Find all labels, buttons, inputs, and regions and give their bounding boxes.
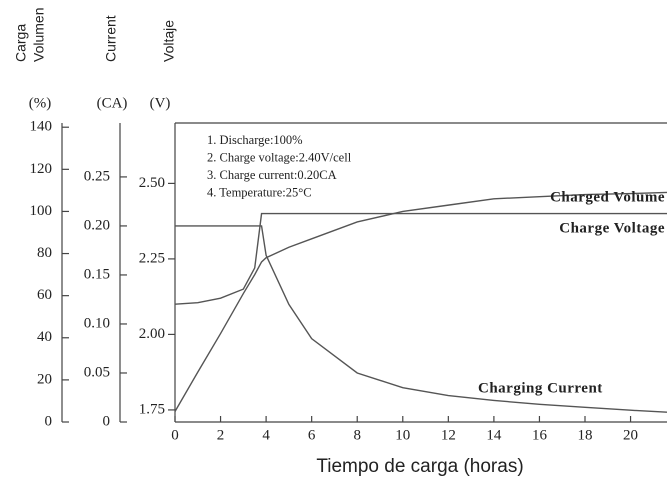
x-tick-label: 6: [308, 427, 316, 443]
y-tick-label: 0: [103, 413, 111, 429]
series-line: [174, 212, 667, 305]
x-tick-label: 18: [578, 427, 593, 443]
x-tick-label: 10: [395, 427, 410, 443]
x-tick-label: 12: [441, 427, 456, 443]
y-tick-label: 140: [30, 119, 53, 135]
y-tick-label: 80: [37, 245, 52, 261]
y2-unit: (CA): [97, 95, 128, 111]
y-tick-label: 0.10: [84, 315, 110, 331]
y-tick-label: 0.15: [84, 266, 110, 282]
x-tick-label: 2: [217, 427, 225, 443]
y-unit: (%): [29, 95, 52, 111]
y-tick-label: 1.75: [139, 401, 165, 417]
y-tick-label: 100: [30, 203, 53, 219]
y-tick-label: 0.20: [84, 217, 110, 233]
series-label: Charging Current: [478, 380, 603, 396]
x-tick-label: 20: [623, 427, 638, 443]
y3-unit: (V): [150, 95, 171, 111]
x-tick-label: 14: [486, 427, 502, 443]
y-tick-label: 60: [37, 287, 52, 303]
series-label: Charged Volume: [550, 189, 665, 205]
series-label: Charge Voltage: [559, 220, 665, 236]
y-tick-label: 0.25: [84, 168, 110, 184]
y-tick-label: 0: [45, 413, 53, 429]
y-tick-label: 0.05: [84, 364, 110, 380]
annotation: 1. Discharge:100%: [207, 133, 303, 147]
y-tick-label: 120: [30, 161, 53, 177]
x-tick-label: 0: [171, 427, 179, 443]
y-title: Carga: [13, 24, 29, 62]
y3-title: Voltaje: [161, 20, 177, 62]
x-tick-label: 16: [532, 427, 548, 443]
y-tick-label: 20: [37, 371, 52, 387]
annotation: 4. Temperature:25°C: [207, 185, 312, 199]
annotation: 3. Charge current:0.20CA: [207, 168, 337, 182]
x-tick-label: 4: [262, 427, 270, 443]
y-title: Volumen: [31, 8, 47, 62]
series-line: [174, 191, 667, 412]
annotation: 2. Charge voltage:2.40V/cell: [207, 150, 352, 164]
x-axis-title: Tiempo de carga (horas): [316, 456, 523, 477]
y-tick-label: 2.25: [139, 250, 165, 266]
y-tick-label: 2.50: [139, 175, 165, 191]
x-tick-label: 8: [353, 427, 361, 443]
y2-title: Current: [103, 15, 119, 62]
y-tick-label: 2.00: [139, 326, 165, 342]
y-tick-label: 40: [37, 329, 52, 345]
series-line: [175, 225, 667, 413]
